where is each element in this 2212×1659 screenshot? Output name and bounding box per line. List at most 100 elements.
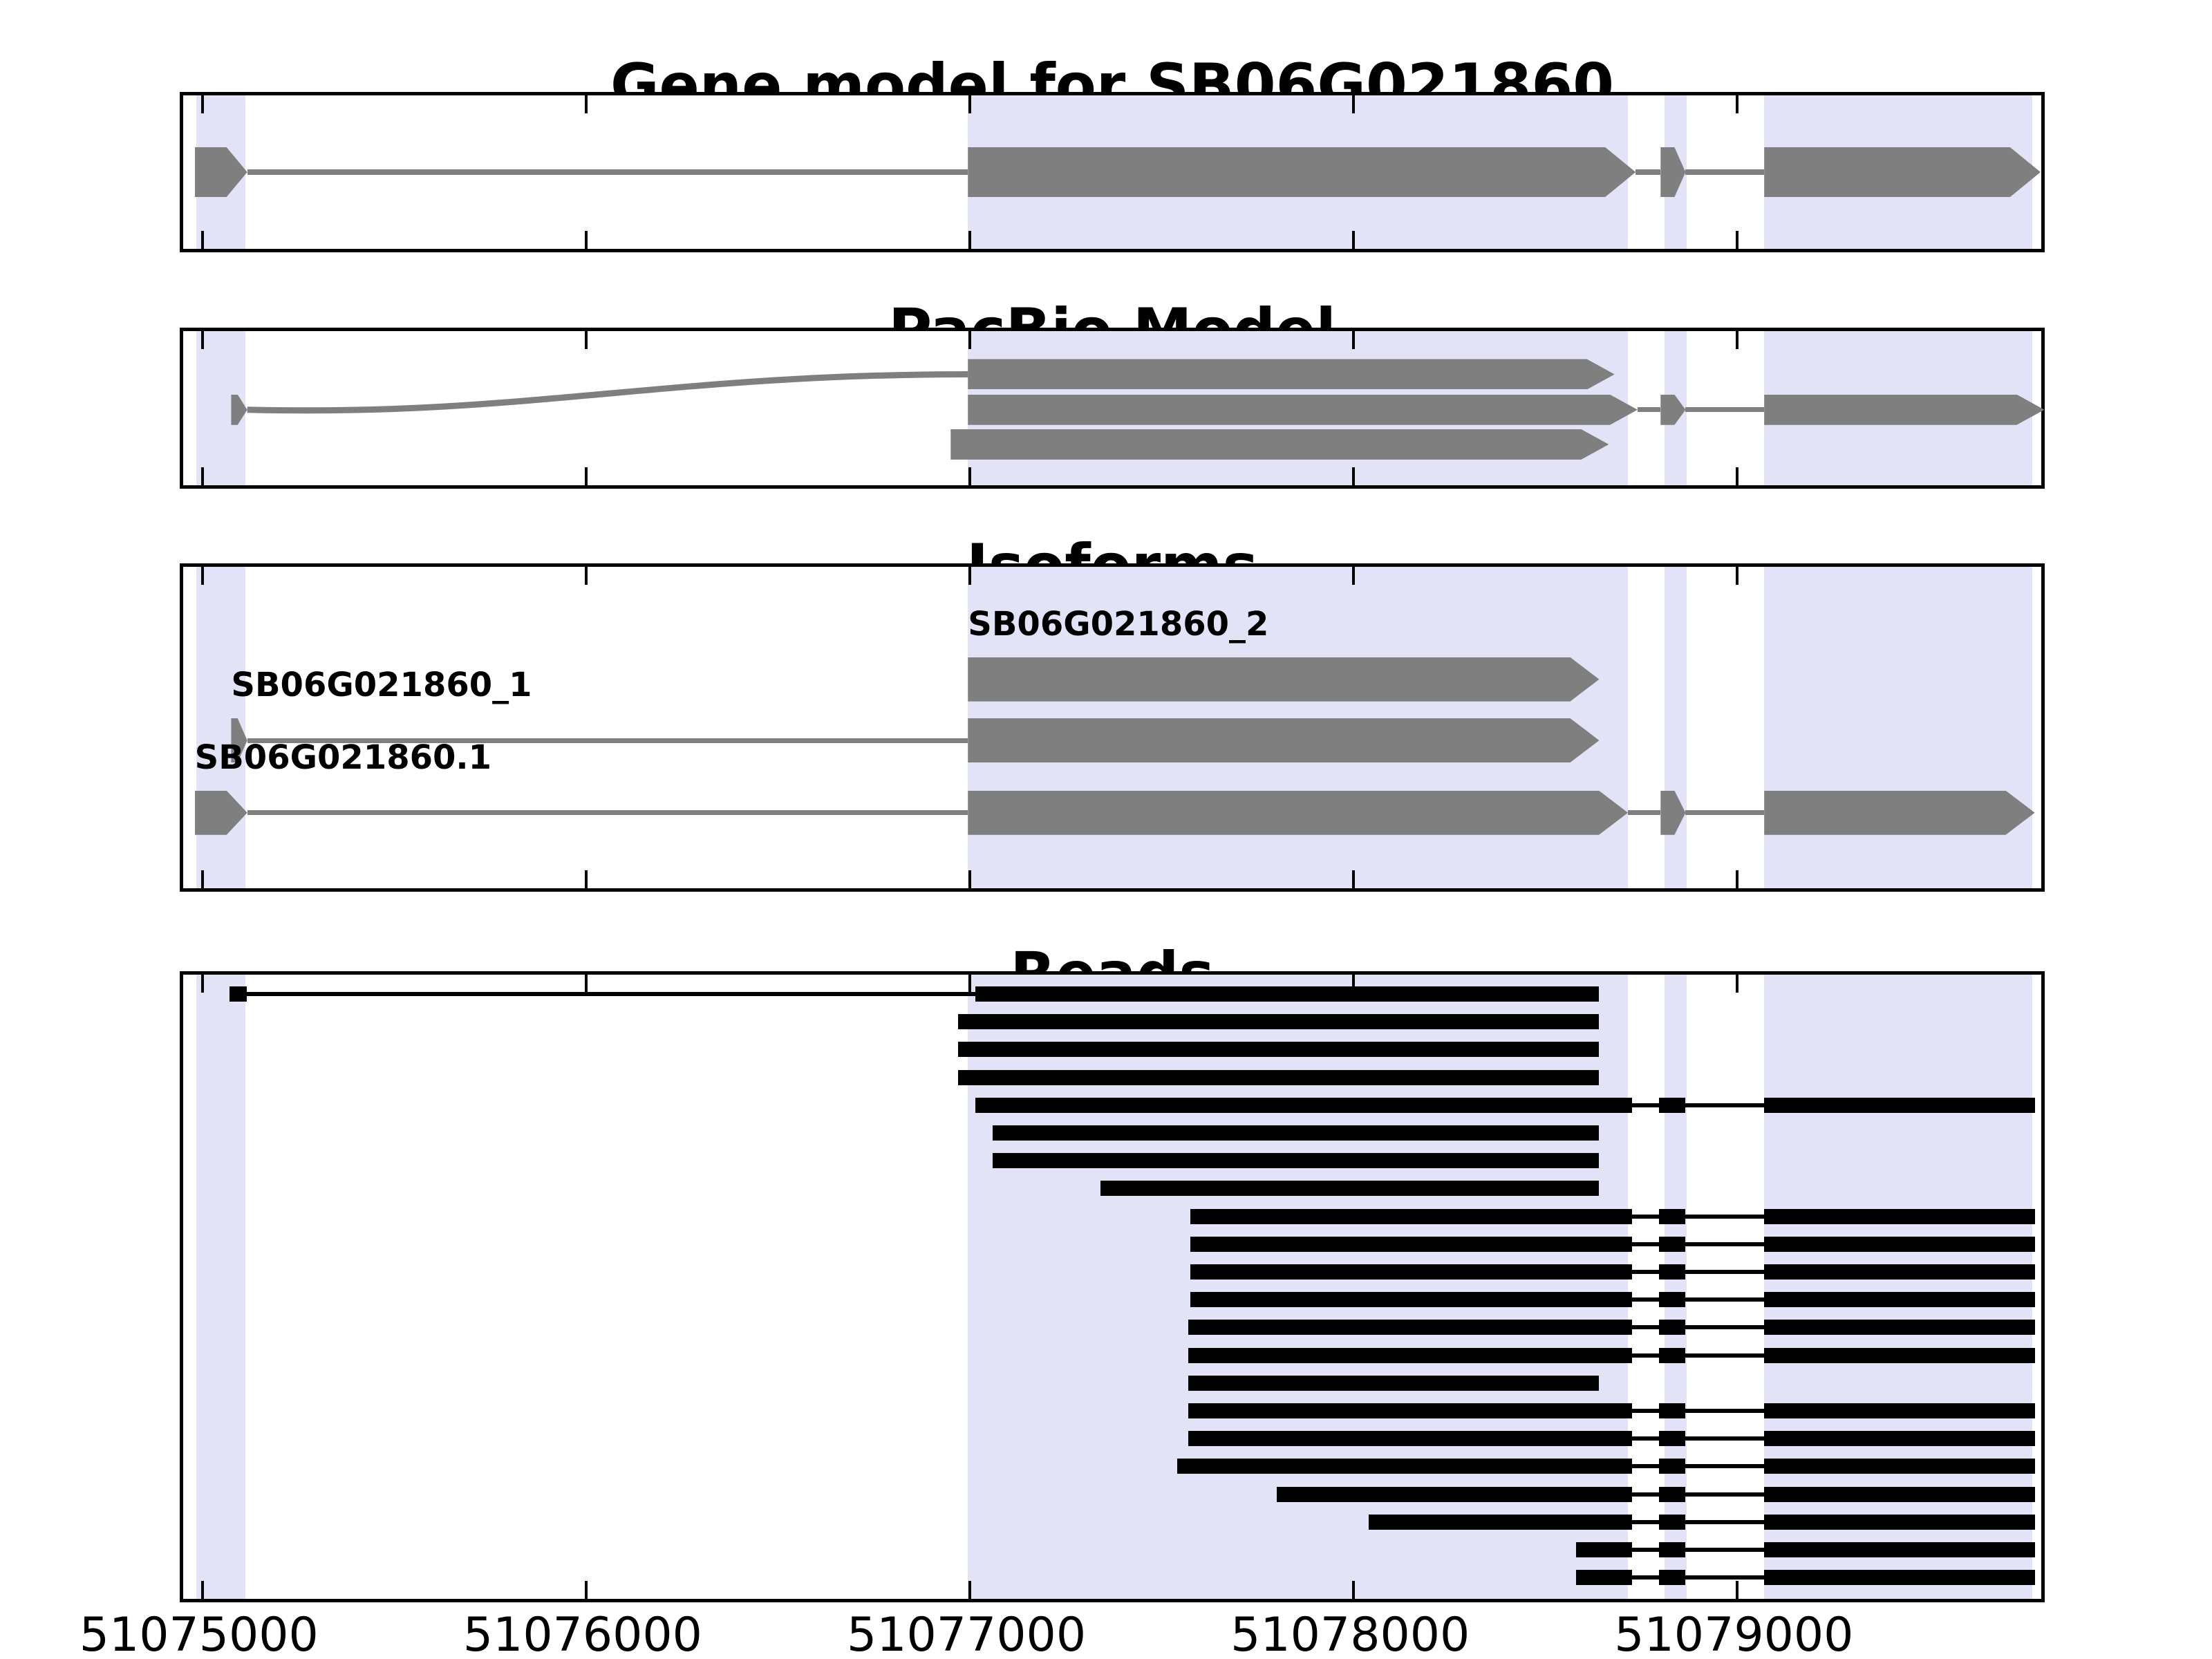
axis-tick-mark xyxy=(200,231,204,249)
read-exon xyxy=(1190,1236,1632,1252)
read-junction-line xyxy=(1685,1103,1765,1107)
read-junction-line xyxy=(1685,1325,1765,1330)
exon xyxy=(1764,147,2041,197)
read-junction-line xyxy=(1631,1297,1659,1302)
transcript-label: SB06G021860_2 xyxy=(968,604,1269,644)
intron-line xyxy=(1685,169,1765,175)
read-junction-line xyxy=(1631,1575,1659,1580)
read-exon xyxy=(1188,1375,1600,1391)
axis-tick-mark xyxy=(200,975,204,993)
exon xyxy=(950,429,1609,460)
read-exon xyxy=(1764,1292,2035,1308)
read-exon xyxy=(1658,1208,1686,1224)
read-exon xyxy=(1190,1208,1632,1224)
axis-tick-mark xyxy=(1352,870,1356,888)
read-junction-line xyxy=(1631,1353,1659,1358)
read-junction-line xyxy=(1685,1575,1765,1580)
read-junction-line xyxy=(1631,1214,1659,1219)
read-junction-line xyxy=(1631,1519,1659,1524)
axis-tick-mark xyxy=(584,870,588,888)
read-exon xyxy=(1369,1514,1632,1530)
x-tick-label: 51076000 xyxy=(462,1608,702,1659)
read-exon xyxy=(1764,1514,2035,1530)
axis-tick-mark xyxy=(1736,567,1739,585)
read-exon xyxy=(1576,1570,1632,1586)
read-exon xyxy=(1764,1570,2035,1586)
read-exon xyxy=(1658,1514,1686,1530)
exon xyxy=(1764,791,2034,835)
read-junction-line xyxy=(1631,1436,1659,1441)
axis-tick-mark xyxy=(968,870,972,888)
read-exon xyxy=(1764,1264,2035,1280)
read-exon xyxy=(1658,1264,1686,1280)
read-exon xyxy=(1764,1542,2035,1557)
read-junction-line xyxy=(1631,1241,1659,1246)
read-exon xyxy=(1177,1459,1632,1474)
exon xyxy=(1764,395,2044,425)
x-tick-label: 51075000 xyxy=(79,1608,319,1659)
read-exon xyxy=(1658,1486,1686,1502)
axis-tick-mark xyxy=(200,1581,204,1599)
axis-tick-mark xyxy=(584,567,588,585)
read-junction-line xyxy=(1631,1492,1659,1497)
read-exon xyxy=(1658,1347,1686,1363)
intron-line xyxy=(1685,810,1765,816)
exon-highlight-band xyxy=(1664,975,1687,1599)
read-exon xyxy=(1576,1542,1632,1557)
axis-tick-mark xyxy=(584,1581,588,1599)
axis-tick-mark xyxy=(1736,467,1739,485)
read-exon xyxy=(1100,1181,1600,1197)
read-exon xyxy=(1658,1320,1686,1335)
axis-tick-mark xyxy=(584,975,588,993)
read-exon xyxy=(1190,1292,1632,1308)
read-junction-line xyxy=(1685,1464,1765,1469)
read-exon xyxy=(1764,1208,2035,1224)
axis-tick-mark xyxy=(200,567,204,585)
read-junction-line xyxy=(1631,1270,1659,1274)
intron-line xyxy=(1628,810,1661,816)
splice-curve xyxy=(247,371,968,414)
exon xyxy=(968,359,1614,389)
axis-tick-mark xyxy=(968,231,972,249)
intron-line xyxy=(1635,169,1661,175)
intron-line xyxy=(1685,407,1765,413)
x-tick-label: 51078000 xyxy=(1230,1608,1470,1659)
intron-line xyxy=(247,169,968,175)
gene-model-panel xyxy=(180,92,2045,252)
axis-tick-mark xyxy=(1736,975,1739,993)
read-exon xyxy=(958,1069,1600,1085)
read-exon xyxy=(1764,1459,2035,1474)
axis-tick-mark xyxy=(200,467,204,485)
read-exon xyxy=(1764,1097,2035,1113)
axis-tick-mark xyxy=(1352,467,1356,485)
read-junction-line xyxy=(246,992,976,996)
x-tick-label: 51079000 xyxy=(1614,1608,1854,1659)
exon xyxy=(968,657,1599,702)
read-junction-line xyxy=(1685,1214,1765,1219)
read-exon xyxy=(993,1125,1600,1141)
exon xyxy=(968,395,1638,425)
axis-tick-mark xyxy=(1352,567,1356,585)
read-exon xyxy=(229,986,247,1002)
intron-line xyxy=(1637,407,1661,413)
read-exon xyxy=(1188,1320,1632,1335)
axis-tick-mark xyxy=(1736,870,1739,888)
axis-tick-mark xyxy=(584,231,588,249)
read-exon xyxy=(1658,1403,1686,1418)
read-junction-line xyxy=(1631,1548,1659,1552)
transcript-label: SB06G021860_1 xyxy=(231,666,532,705)
read-exon xyxy=(1190,1264,1632,1280)
read-junction-line xyxy=(1685,1270,1765,1274)
axis-tick-mark xyxy=(584,95,588,113)
exon-highlight-band xyxy=(196,975,246,1599)
reads-panel xyxy=(180,971,2045,1602)
read-exon xyxy=(1764,1236,2035,1252)
read-exon xyxy=(1764,1431,2035,1447)
read-exon xyxy=(1658,1097,1686,1113)
axis-tick-mark xyxy=(1352,231,1356,249)
read-exon xyxy=(1658,1570,1686,1586)
axis-tick-mark xyxy=(968,331,972,349)
exon-highlight-band xyxy=(1664,567,1687,888)
read-exon xyxy=(1188,1403,1632,1418)
read-junction-line xyxy=(1631,1464,1659,1469)
